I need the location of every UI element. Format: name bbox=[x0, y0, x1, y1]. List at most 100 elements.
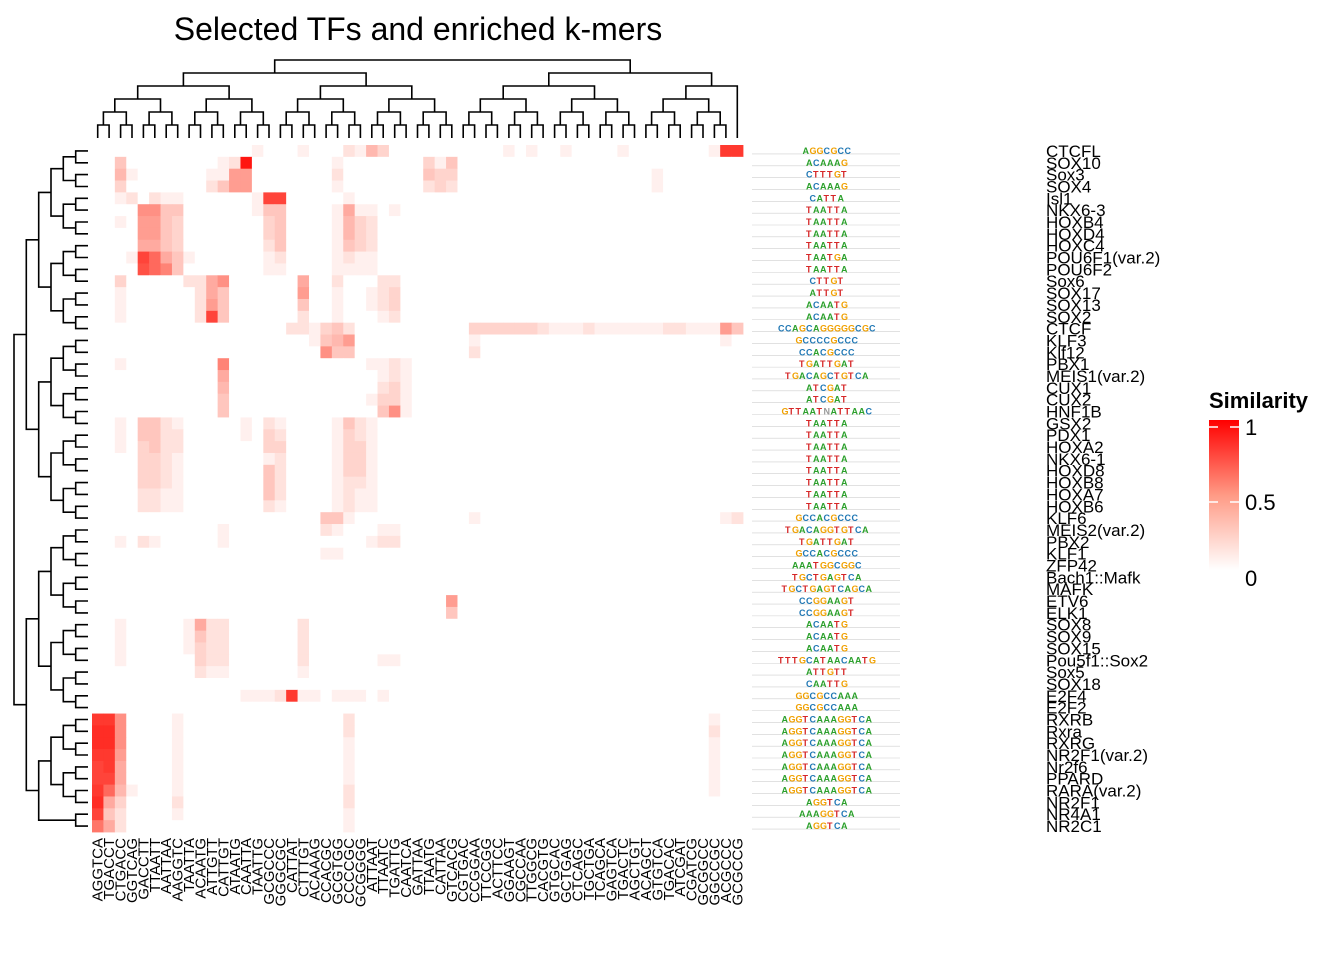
row-dendrogram-branch bbox=[62, 250, 76, 277]
heatmap-cell bbox=[274, 630, 287, 643]
heatmap-cell bbox=[183, 796, 196, 809]
heatmap-cell bbox=[377, 488, 390, 501]
heatmap-cell bbox=[583, 192, 595, 205]
heatmap-cell bbox=[217, 571, 230, 584]
heatmap-cell bbox=[388, 310, 401, 324]
heatmap-cell bbox=[434, 275, 447, 288]
heatmap-cell bbox=[400, 263, 413, 276]
heatmap-cell bbox=[343, 298, 356, 312]
row-label: HOXC4 bbox=[1046, 237, 1105, 256]
logo-letter: A bbox=[845, 584, 852, 594]
logo-letter: A bbox=[824, 738, 831, 748]
heatmap-cell bbox=[229, 666, 241, 679]
heatmap-cell bbox=[171, 571, 184, 584]
logo-letter: T bbox=[848, 525, 854, 535]
logo-letter: A bbox=[813, 537, 820, 547]
heatmap-cell bbox=[388, 322, 401, 335]
heatmap-cell bbox=[137, 145, 150, 158]
heatmap-cell bbox=[114, 145, 127, 158]
heatmap-cell bbox=[126, 630, 139, 643]
heatmap-cell bbox=[217, 180, 230, 193]
heatmap-cell bbox=[92, 678, 104, 691]
heatmap-cell bbox=[103, 701, 116, 714]
heatmap-cell bbox=[423, 145, 436, 158]
heatmap-cell bbox=[663, 476, 675, 489]
heatmap-cell bbox=[628, 488, 641, 501]
heatmap-cell bbox=[560, 488, 573, 501]
heatmap-cell bbox=[457, 784, 470, 797]
heatmap-cell bbox=[674, 524, 687, 537]
heatmap-cell bbox=[514, 156, 527, 170]
heatmap-cell bbox=[160, 263, 173, 276]
heatmap-cell bbox=[331, 547, 344, 560]
logo-letter: G bbox=[838, 750, 845, 760]
heatmap-cell bbox=[537, 287, 550, 300]
heatmap-cell bbox=[480, 784, 493, 797]
heatmap-cell bbox=[446, 310, 458, 324]
logo-letter: T bbox=[820, 655, 826, 665]
heatmap-cell bbox=[388, 393, 401, 406]
heatmap-cell bbox=[446, 713, 458, 726]
logo-letter: C bbox=[834, 797, 841, 807]
logo-letter: C bbox=[827, 371, 834, 381]
heatmap-cell bbox=[423, 216, 436, 229]
heatmap-cell bbox=[526, 737, 538, 750]
heatmap-cell bbox=[251, 227, 264, 241]
heatmap-cell bbox=[560, 512, 573, 525]
heatmap-cell bbox=[297, 820, 310, 833]
heatmap-cell bbox=[331, 429, 344, 442]
heatmap-cell bbox=[697, 429, 710, 442]
heatmap-cell bbox=[126, 346, 139, 359]
heatmap-cell bbox=[229, 618, 241, 632]
heatmap-cell bbox=[160, 417, 173, 430]
heatmap-cell bbox=[343, 784, 356, 797]
heatmap-cell bbox=[297, 524, 310, 537]
heatmap-cell bbox=[480, 737, 493, 750]
heatmap-cell bbox=[366, 796, 378, 809]
heatmap-cell bbox=[92, 760, 104, 774]
heatmap-cell bbox=[697, 808, 710, 821]
logo-letter: A bbox=[820, 264, 827, 274]
heatmap-cell bbox=[240, 749, 253, 762]
heatmap-cell bbox=[206, 749, 219, 762]
heatmap-cell bbox=[480, 512, 493, 525]
logo-letter: A bbox=[841, 241, 848, 251]
heatmap-cell bbox=[171, 808, 184, 821]
heatmap-cell bbox=[548, 760, 561, 774]
heatmap-cell bbox=[286, 145, 298, 158]
heatmap-cell bbox=[309, 464, 321, 478]
heatmap-cell bbox=[309, 251, 321, 264]
heatmap-cell bbox=[731, 334, 744, 347]
heatmap-cell bbox=[309, 642, 321, 655]
heatmap-cell bbox=[708, 216, 721, 229]
heatmap-cell bbox=[548, 168, 561, 181]
heatmap-cell bbox=[251, 192, 264, 205]
heatmap-cell bbox=[583, 370, 595, 383]
heatmap-cell bbox=[514, 168, 527, 181]
heatmap-cell bbox=[571, 464, 584, 478]
heatmap-cell bbox=[114, 358, 127, 371]
heatmap-cell bbox=[126, 156, 139, 170]
heatmap-cell bbox=[628, 524, 641, 537]
heatmap-cell bbox=[137, 725, 150, 738]
heatmap-cell bbox=[194, 784, 207, 797]
heatmap-cell bbox=[354, 310, 367, 324]
heatmap-cell bbox=[320, 559, 333, 572]
heatmap-cell bbox=[171, 334, 184, 347]
heatmap-cell bbox=[491, 808, 504, 821]
heatmap-cell bbox=[366, 381, 378, 395]
heatmap-cell bbox=[171, 488, 184, 501]
heatmap-cell bbox=[640, 452, 653, 466]
heatmap-cell bbox=[491, 168, 504, 181]
heatmap-cell bbox=[126, 227, 139, 241]
logo-letter: A bbox=[831, 762, 838, 772]
heatmap-cell bbox=[605, 168, 618, 181]
heatmap-cell bbox=[309, 180, 321, 193]
heatmap-cell bbox=[605, 725, 618, 738]
heatmap-cell bbox=[103, 405, 116, 418]
heatmap-cell bbox=[217, 642, 230, 655]
heatmap-cell bbox=[571, 630, 584, 643]
heatmap-cell bbox=[206, 678, 219, 691]
heatmap-cell bbox=[628, 216, 641, 229]
logo-letter: A bbox=[813, 809, 820, 819]
